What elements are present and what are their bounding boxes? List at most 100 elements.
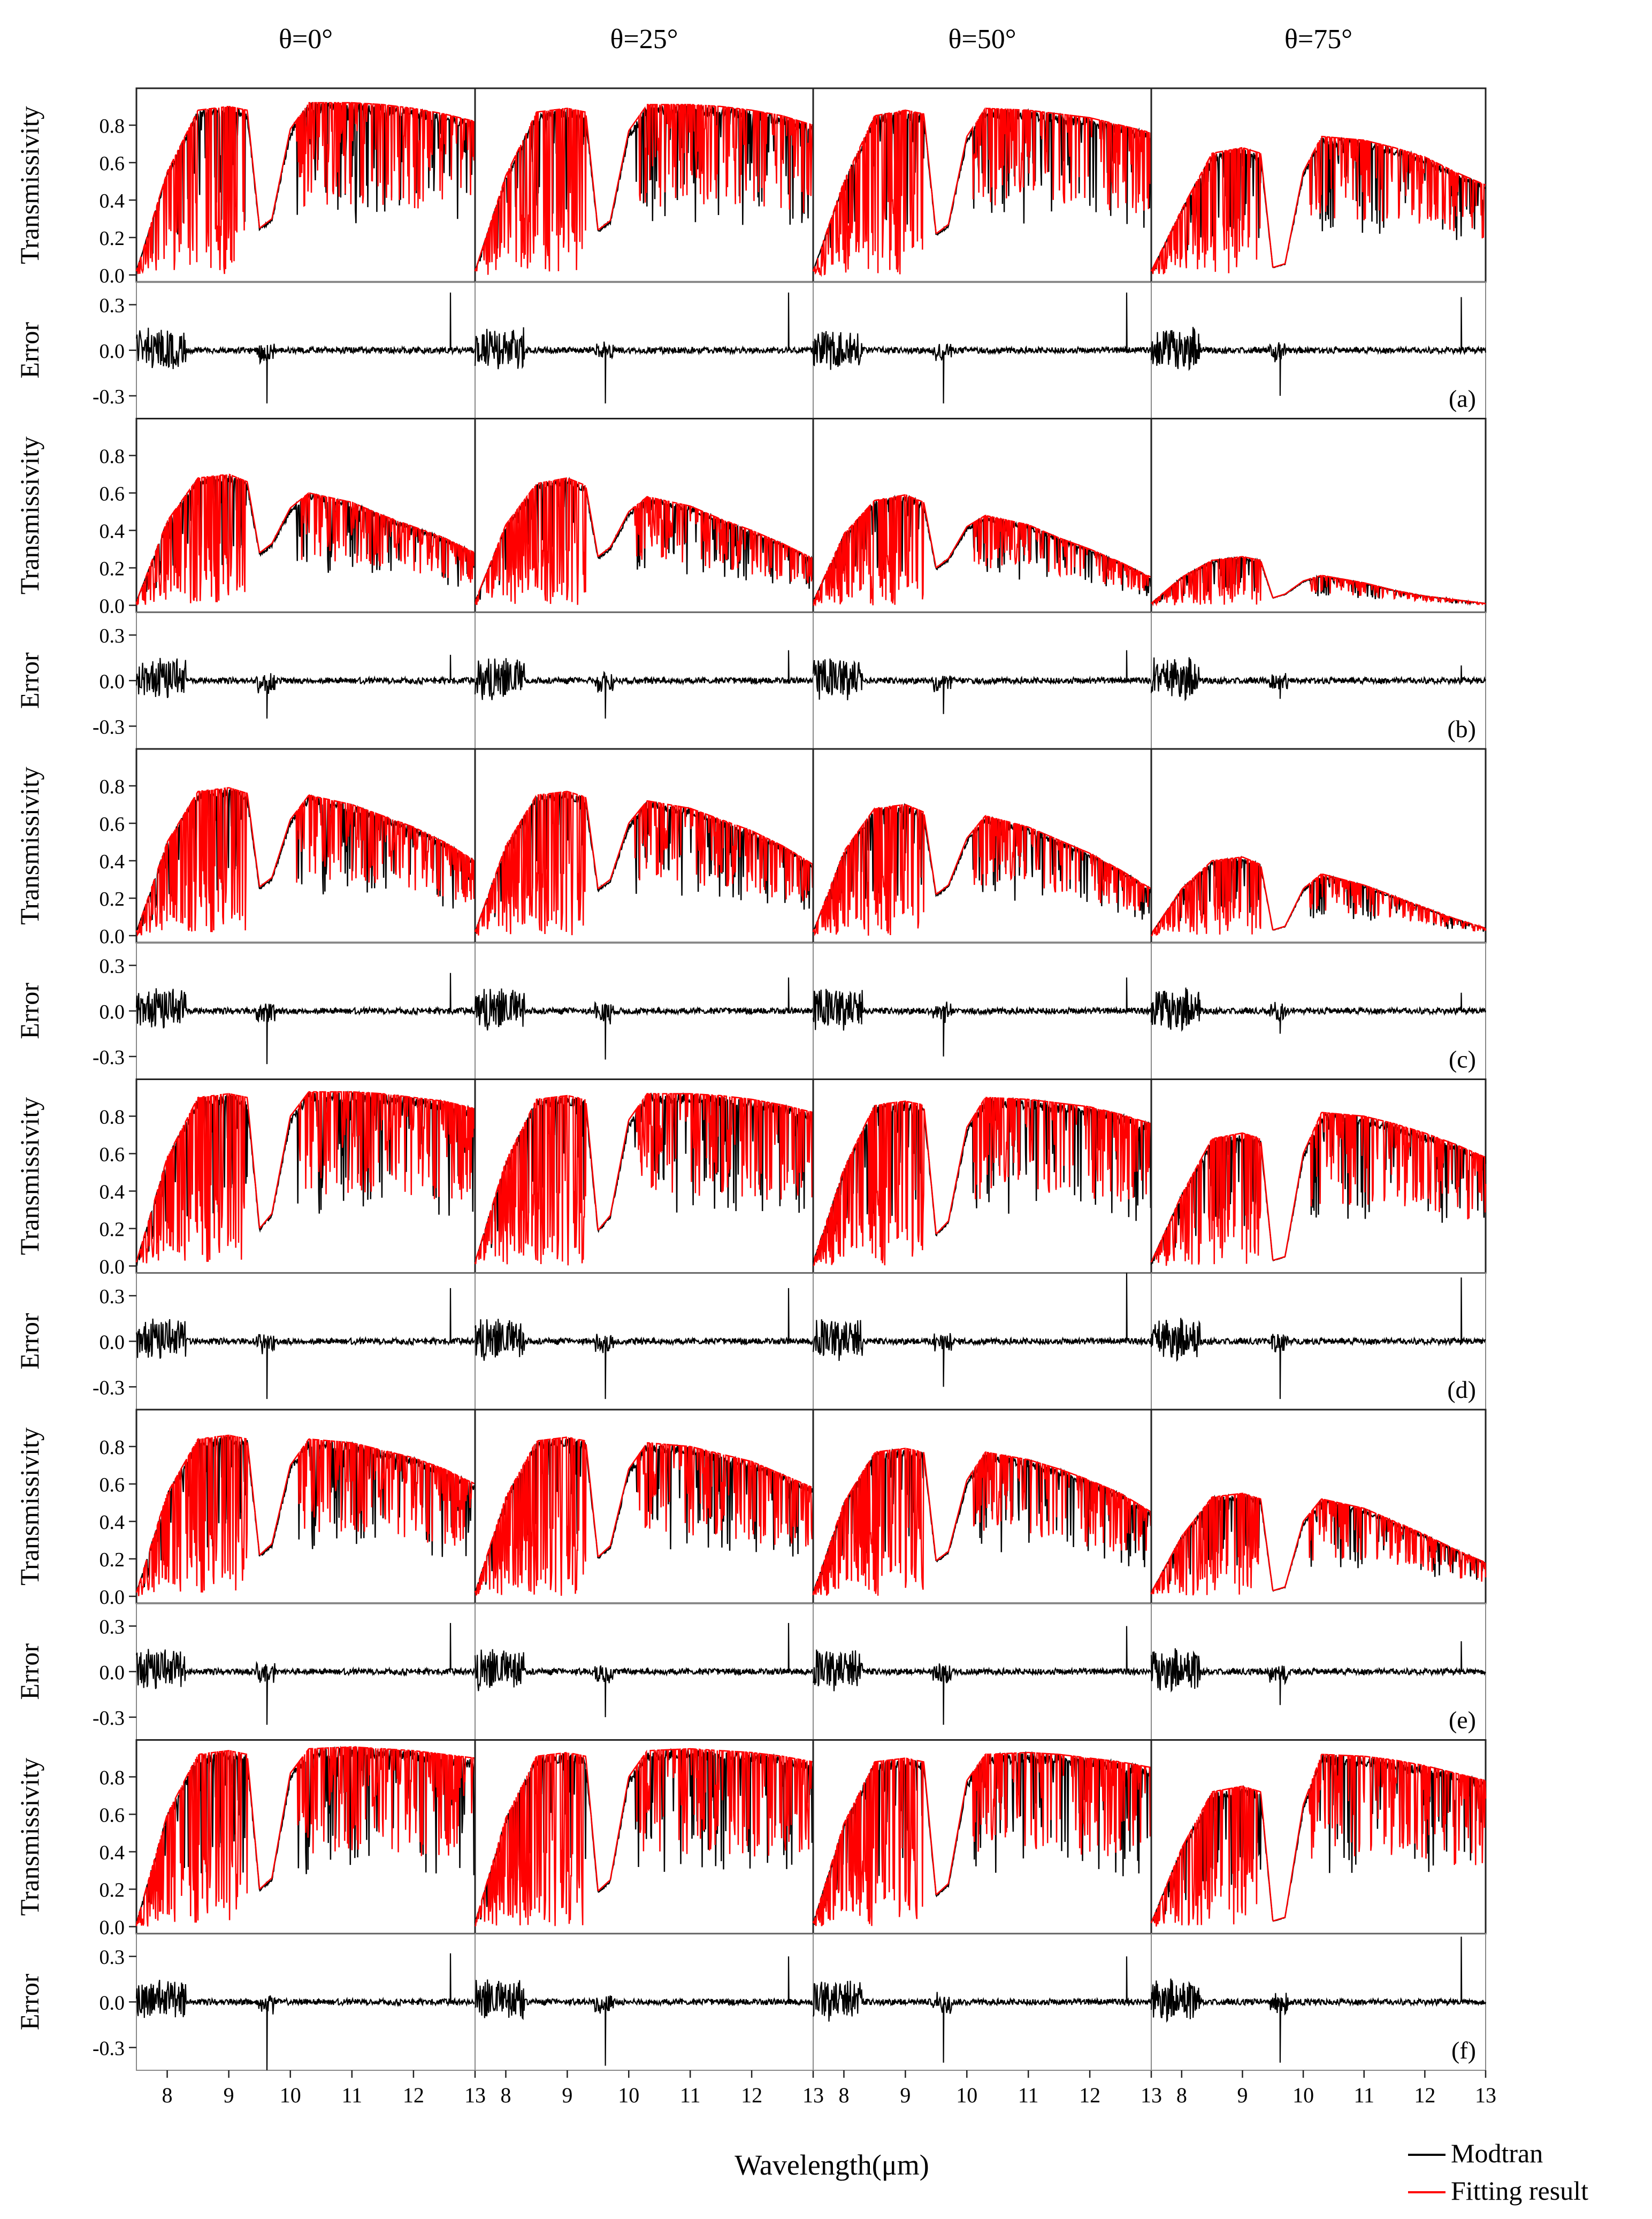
error-line bbox=[135, 973, 476, 1065]
y-tick-label: 0.0 bbox=[100, 595, 125, 618]
error-line bbox=[812, 1273, 1152, 1387]
error-line bbox=[135, 292, 475, 404]
y-tick-label: 0.2 bbox=[100, 888, 125, 910]
y-tick-label: 0.2 bbox=[100, 1219, 125, 1241]
column-title: θ=50° bbox=[948, 24, 1016, 55]
error-line bbox=[1150, 297, 1487, 396]
x-tick-label: 12 bbox=[1079, 2083, 1100, 2107]
error-line bbox=[474, 977, 814, 1060]
panel: 0.8 0.6 0.4 0.2 0.0 0.3 0.0 -0.3 Transmissivity E… bbox=[14, 418, 476, 749]
panel bbox=[812, 418, 1152, 749]
column-titles: θ=0° θ=25° θ=50° θ=75° bbox=[279, 24, 1352, 55]
error-line bbox=[474, 292, 814, 404]
y-tick-label: 0.6 bbox=[100, 483, 125, 506]
error-line bbox=[1150, 657, 1486, 702]
x-tick-label: 8 bbox=[838, 2083, 849, 2107]
y-tick-label: 0.0 bbox=[100, 1992, 125, 2014]
y-tick-label: 0.4 bbox=[100, 190, 125, 212]
error-axis-label: Error bbox=[14, 322, 44, 379]
x-tick-label: 11 bbox=[1353, 2083, 1374, 2107]
error-axis-label: Error bbox=[14, 1313, 44, 1369]
axis-labels: Wavelength(μm) bbox=[735, 2149, 929, 2181]
error-axis-label: Error bbox=[14, 1643, 44, 1700]
x-tick-label: 13 bbox=[464, 2083, 486, 2107]
error-line bbox=[1150, 1641, 1486, 1705]
y-tick-label: 0.0 bbox=[100, 925, 125, 948]
y-tick-label: 0.0 bbox=[100, 1001, 125, 1023]
panel: 8 9 10 11 12 13 bbox=[812, 1739, 1162, 2107]
x-tick-label: 11 bbox=[1018, 2083, 1039, 2107]
fitting-line bbox=[135, 1434, 476, 1596]
fitting-line bbox=[813, 1097, 1152, 1266]
row-label: (d) bbox=[1447, 1376, 1476, 1403]
fitting-line bbox=[135, 473, 476, 606]
fitting-line bbox=[474, 1092, 814, 1266]
transmissivity-axis-label: Transmissivity bbox=[14, 437, 44, 594]
column-title: θ=75° bbox=[1284, 24, 1352, 55]
panel: (a) bbox=[1150, 87, 1487, 419]
y-tick-label: -0.3 bbox=[93, 1376, 125, 1399]
y-tick-label: 0.3 bbox=[100, 1616, 125, 1639]
y-tick-label: 0.8 bbox=[100, 1436, 125, 1459]
error-line bbox=[135, 1623, 476, 1725]
panel: 0.8 0.6 0.4 0.2 0.0 0.3 0.0 -0.3 Transmissivity E… bbox=[14, 1078, 476, 1410]
x-tick-label: 8 bbox=[162, 2083, 173, 2107]
error-line bbox=[474, 1623, 814, 1717]
y-tick-label: 0.2 bbox=[100, 1879, 125, 1902]
panel: (e) bbox=[1150, 1409, 1487, 1741]
panel bbox=[474, 1078, 814, 1410]
modtran-line bbox=[135, 1746, 476, 1924]
x-tick-label: 10 bbox=[956, 2083, 977, 2107]
panel bbox=[474, 1409, 814, 1741]
x-tick-label: 10 bbox=[618, 2083, 639, 2107]
error-line bbox=[135, 1953, 476, 2071]
error-line bbox=[135, 1288, 476, 1399]
panel bbox=[812, 87, 1152, 419]
y-tick-label: 0.0 bbox=[100, 1917, 125, 1939]
y-tick-label: 0.6 bbox=[100, 1474, 125, 1496]
fitting-line bbox=[813, 494, 1152, 607]
y-tick-label: 0.0 bbox=[100, 265, 125, 287]
panel: (c) bbox=[1150, 748, 1487, 1080]
error-line bbox=[812, 1626, 1152, 1725]
fitting-line bbox=[135, 102, 476, 274]
fitting-line bbox=[474, 791, 814, 936]
transmissivity-axis-label: Transmissivity bbox=[14, 1427, 44, 1585]
y-tick-label: 0.2 bbox=[100, 558, 125, 580]
y-tick-label: 0.8 bbox=[100, 1106, 125, 1129]
y-tick-label: 0.6 bbox=[100, 152, 125, 175]
y-tick-label: 0.6 bbox=[100, 1804, 125, 1827]
x-tick-label: 12 bbox=[741, 2083, 762, 2107]
error-line bbox=[135, 654, 476, 719]
fitting-line bbox=[475, 477, 814, 605]
fitting-line bbox=[812, 804, 1152, 937]
y-tick-label: 0.8 bbox=[100, 776, 125, 798]
error-line bbox=[474, 650, 814, 719]
y-tick-label: 0.3 bbox=[100, 295, 125, 317]
y-tick-label: -0.3 bbox=[93, 2037, 125, 2060]
fitting-line bbox=[475, 1748, 814, 1927]
panel: 0.8 0.6 0.4 0.2 0.0 0.3 0.0 -0.3 Transmissivity E… bbox=[14, 748, 476, 1080]
y-tick-label: 0.6 bbox=[100, 1144, 125, 1166]
x-tick-label: 13 bbox=[1475, 2083, 1496, 2107]
row-label: (f) bbox=[1451, 2037, 1476, 2064]
y-tick-label: 0.4 bbox=[100, 1842, 125, 1864]
fitting-line bbox=[1150, 1112, 1487, 1266]
error-line bbox=[812, 650, 1152, 714]
panel bbox=[474, 87, 814, 419]
y-tick-label: 0.0 bbox=[100, 1256, 125, 1279]
y-tick-label: 0.6 bbox=[100, 813, 125, 836]
panel bbox=[474, 418, 814, 749]
error-line bbox=[1150, 1277, 1486, 1399]
row-label: (c) bbox=[1449, 1046, 1476, 1073]
column-title: θ=25° bbox=[610, 24, 678, 55]
legend-fitting-label: Fitting result bbox=[1451, 2176, 1588, 2206]
x-tick-label: 10 bbox=[1292, 2083, 1314, 2107]
fitting-line bbox=[474, 104, 814, 275]
row-label: (e) bbox=[1449, 1707, 1476, 1734]
error-axis-label: Error bbox=[14, 652, 44, 709]
fitting-line bbox=[1150, 135, 1486, 274]
x-tick-label: 13 bbox=[1141, 2083, 1162, 2107]
y-tick-label: 0.3 bbox=[100, 1286, 125, 1308]
legend-modtran-label: Modtran bbox=[1451, 2138, 1543, 2168]
